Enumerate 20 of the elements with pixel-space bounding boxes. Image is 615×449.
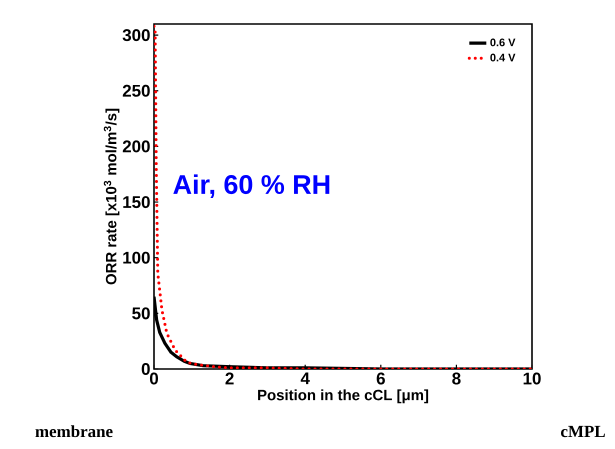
x-axis-title: Position in the cCL [μm] — [258, 389, 428, 404]
text: cMPL — [561, 426, 605, 438]
x-tick-label: 6 — [376, 372, 385, 385]
text: membrane — [35, 425, 113, 438]
y-tick-label: 150 — [123, 196, 150, 208]
x-tick-label: 4 — [300, 372, 310, 384]
x-tick-label: 2 — [225, 372, 234, 384]
y-tick-label: 300 — [122, 29, 150, 42]
y-axis-title: ORR rate [x10$^{3}$ mol/m$^{3}$/s] — [104, 108, 120, 284]
y-tick-label: 250 — [122, 84, 150, 97]
x-tick-label: 10 — [524, 372, 541, 385]
y-tick-label: 200 — [122, 140, 150, 152]
x-tick-label: 0 — [150, 372, 158, 385]
y-tick-label: 50 — [132, 307, 150, 320]
y-tick-label: 0 — [142, 363, 150, 375]
y-tick-label: 100 — [123, 252, 150, 264]
x-tick-label: 8 — [452, 372, 461, 385]
legend-label: 0.4 V — [490, 54, 516, 62]
legend-label: 0.6 V — [490, 38, 516, 46]
annotation: Air, 60 % RH — [173, 174, 330, 198]
